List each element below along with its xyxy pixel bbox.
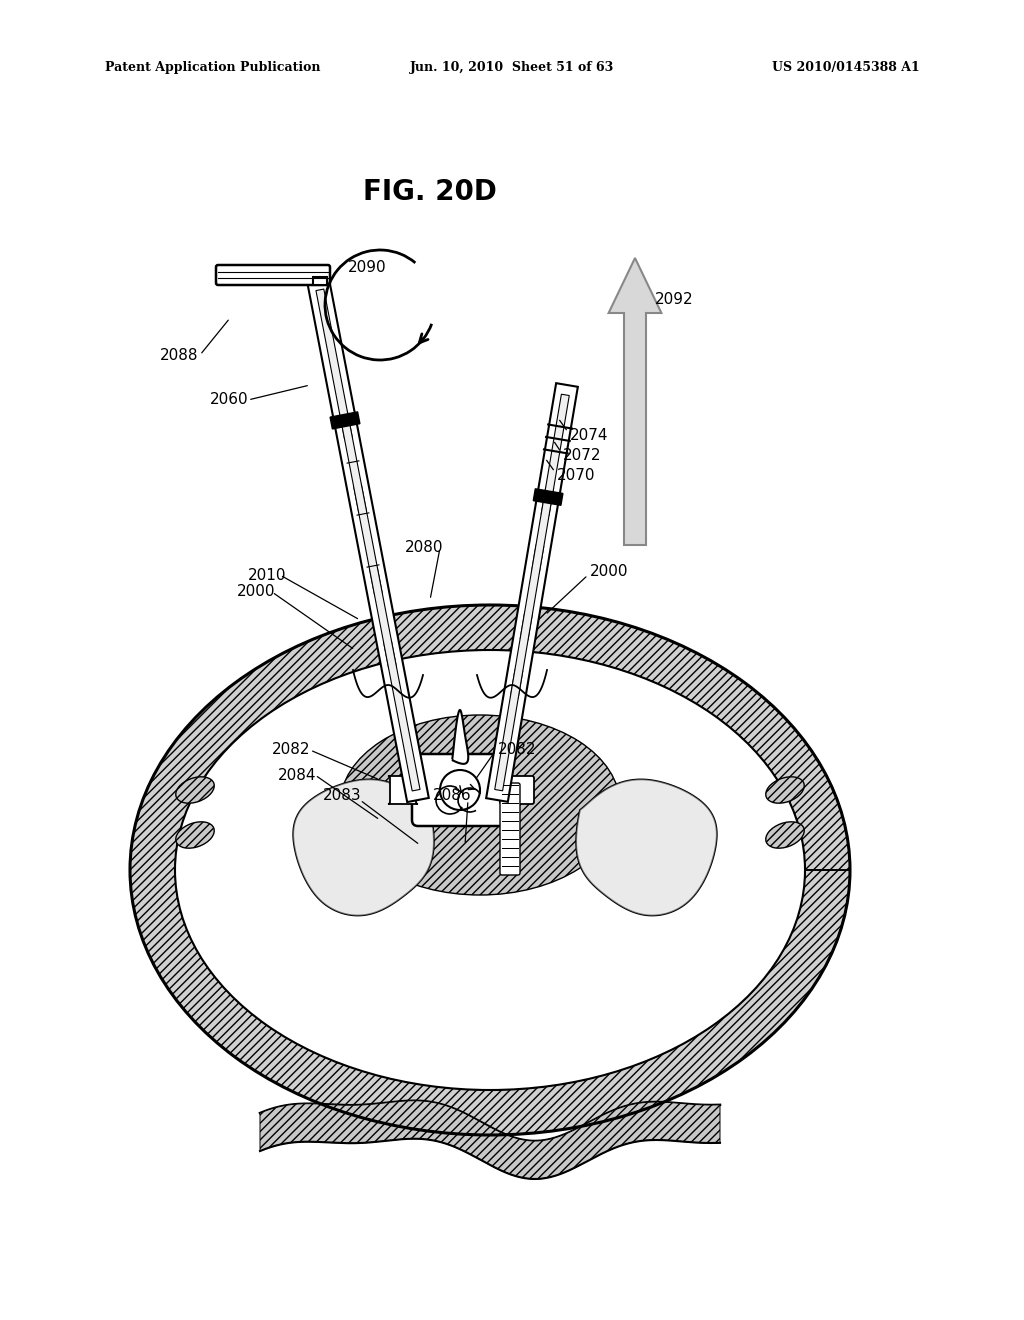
Ellipse shape: [340, 715, 620, 895]
Polygon shape: [307, 279, 429, 803]
Text: 2082: 2082: [498, 742, 537, 758]
Polygon shape: [495, 395, 569, 791]
Ellipse shape: [176, 776, 214, 803]
Text: 2070: 2070: [557, 467, 596, 483]
Text: FIG. 20D: FIG. 20D: [364, 178, 497, 206]
Text: 2086: 2086: [433, 788, 472, 803]
Polygon shape: [130, 605, 850, 1135]
Polygon shape: [370, 568, 383, 597]
Polygon shape: [260, 1101, 720, 1179]
Ellipse shape: [766, 776, 804, 803]
Ellipse shape: [175, 649, 805, 1090]
Polygon shape: [330, 412, 359, 429]
Polygon shape: [452, 710, 468, 764]
FancyBboxPatch shape: [388, 776, 418, 804]
Text: 2010: 2010: [248, 568, 287, 582]
Polygon shape: [577, 779, 717, 916]
Text: 2082: 2082: [272, 742, 310, 758]
Polygon shape: [313, 277, 327, 285]
FancyBboxPatch shape: [500, 783, 520, 875]
Ellipse shape: [766, 822, 804, 849]
Polygon shape: [577, 779, 717, 916]
Polygon shape: [534, 488, 563, 506]
FancyBboxPatch shape: [500, 776, 534, 804]
Text: US 2010/0145388 A1: US 2010/0145388 A1: [772, 62, 920, 74]
Ellipse shape: [176, 822, 214, 849]
Text: 2092: 2092: [655, 293, 693, 308]
Polygon shape: [339, 411, 352, 440]
Polygon shape: [353, 484, 367, 513]
Text: 2074: 2074: [570, 428, 608, 442]
Text: Patent Application Publication: Patent Application Publication: [105, 62, 321, 74]
Text: 2060: 2060: [210, 392, 249, 408]
Text: 2090: 2090: [348, 260, 387, 276]
Text: 2080: 2080: [406, 540, 443, 556]
Polygon shape: [608, 257, 662, 545]
FancyBboxPatch shape: [412, 754, 508, 826]
Polygon shape: [316, 289, 420, 791]
Polygon shape: [531, 545, 544, 574]
Text: 2084: 2084: [278, 767, 316, 783]
Polygon shape: [510, 669, 523, 698]
Polygon shape: [383, 640, 396, 669]
Text: 2072: 2072: [563, 447, 601, 462]
FancyBboxPatch shape: [216, 265, 330, 285]
Polygon shape: [293, 779, 434, 916]
Text: 2000: 2000: [590, 565, 629, 579]
Text: 2088: 2088: [160, 347, 199, 363]
Polygon shape: [293, 779, 434, 916]
Polygon shape: [486, 383, 578, 801]
Text: 2000: 2000: [237, 585, 275, 599]
Polygon shape: [520, 611, 532, 640]
Text: Jun. 10, 2010  Sheet 51 of 63: Jun. 10, 2010 Sheet 51 of 63: [410, 62, 614, 74]
Text: 2083: 2083: [323, 788, 361, 803]
Circle shape: [440, 770, 480, 810]
Polygon shape: [541, 487, 554, 516]
